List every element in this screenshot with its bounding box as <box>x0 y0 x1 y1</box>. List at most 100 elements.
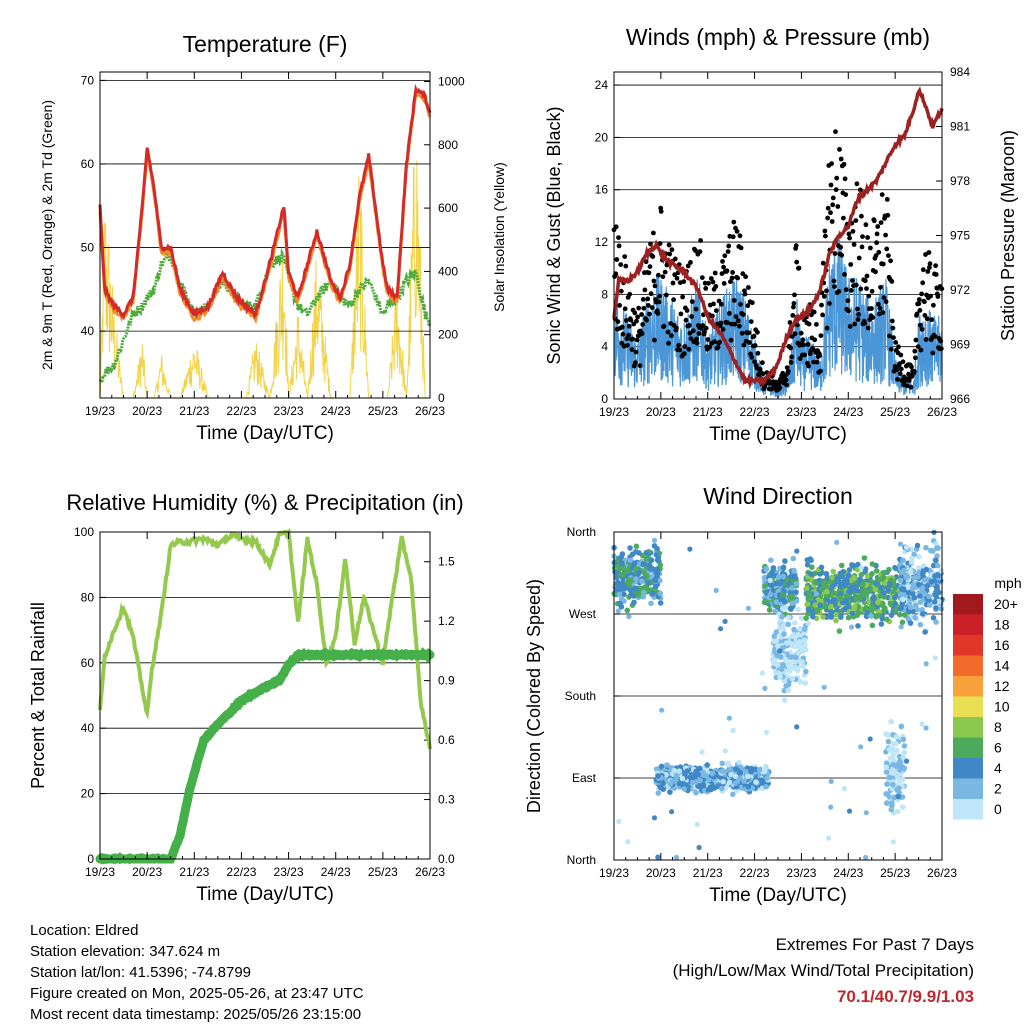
direction-point <box>762 583 769 589</box>
gust-point <box>620 324 625 330</box>
direction-point <box>851 574 857 581</box>
gust-point <box>917 308 923 313</box>
direction-point <box>812 570 818 576</box>
direction-point <box>899 586 905 592</box>
gust-point <box>785 368 791 374</box>
direction-point <box>906 589 912 596</box>
direction-point <box>792 664 798 671</box>
gust-point <box>729 275 735 281</box>
direction-point <box>627 587 633 593</box>
direction-point <box>697 777 703 784</box>
direction-point <box>863 810 869 816</box>
gust-point <box>618 288 624 294</box>
legend-swatch <box>953 799 983 820</box>
humidity-x-tick-label: 21/23 <box>179 865 209 879</box>
direction-point <box>681 786 688 792</box>
direction-point <box>684 768 690 774</box>
gust-point <box>788 345 793 351</box>
direction-point <box>885 587 892 594</box>
gust-point <box>725 249 731 255</box>
direction-point <box>873 568 880 574</box>
direction-point <box>828 804 834 810</box>
direction-y-tick-label: East <box>572 771 597 785</box>
gust-point <box>824 288 829 294</box>
gust-point <box>735 275 741 281</box>
direction-x-tick-label: 22/23 <box>740 866 770 880</box>
direction-point <box>782 598 788 605</box>
direction-point <box>849 624 855 630</box>
humidity-x-tick-label: 20/23 <box>132 865 162 879</box>
humidity-x-tick-label: 22/23 <box>226 865 256 879</box>
direction-point <box>676 780 683 787</box>
direction-point <box>890 767 897 773</box>
direction-point <box>693 789 699 796</box>
direction-point <box>887 794 893 800</box>
gust-point <box>919 326 925 332</box>
direction-point <box>737 770 744 777</box>
direction-point <box>826 835 832 841</box>
gust-point <box>755 350 761 356</box>
gust-point <box>685 263 691 269</box>
gust-point <box>665 329 671 335</box>
gust-point <box>864 286 869 291</box>
direction-point <box>780 622 786 629</box>
direction-point <box>803 585 810 592</box>
direction-point <box>829 574 835 581</box>
direction-point <box>810 613 816 620</box>
info-latlon: Station lat/lon: 41.5396; -74.8799 <box>30 964 252 981</box>
gust-point <box>859 213 864 219</box>
gust-point <box>726 311 732 316</box>
direction-point <box>657 600 664 606</box>
gust-point <box>883 232 888 238</box>
direction-point <box>797 679 804 685</box>
gust-point <box>648 291 654 297</box>
direction-point <box>841 579 848 585</box>
gust-point <box>798 330 804 336</box>
direction-point <box>730 791 736 798</box>
gust-point <box>846 231 852 237</box>
direction-point <box>895 808 901 815</box>
direction-y-tick-label: North <box>567 853 596 867</box>
direction-point <box>738 764 744 770</box>
gust-point <box>855 317 861 322</box>
gust-point <box>752 359 757 365</box>
direction-point <box>837 591 844 597</box>
direction-point <box>789 633 796 639</box>
direction-point <box>869 561 876 567</box>
direction-point <box>884 781 890 787</box>
direction-point <box>745 605 752 611</box>
direction-point <box>648 557 655 563</box>
direction-point <box>638 585 644 592</box>
gust-point <box>784 365 790 370</box>
direction-point <box>799 648 806 655</box>
direction-point <box>779 613 785 620</box>
direction-point <box>890 839 897 845</box>
direction-point <box>907 620 914 626</box>
direction-point <box>693 768 699 775</box>
gust-point <box>925 269 931 274</box>
gust-point <box>784 382 789 388</box>
gust-point <box>626 332 631 338</box>
gust-point <box>681 351 687 356</box>
temperature-y2-tick-label: 600 <box>438 201 458 215</box>
gust-point <box>694 336 700 342</box>
humidity-x-tick-label: 24/23 <box>321 865 351 879</box>
direction-point <box>640 593 647 600</box>
direction-point <box>861 555 868 561</box>
gust-point <box>827 301 832 306</box>
temperature-ylabel-right: Solar Insolation (Yellow) <box>491 162 507 312</box>
gust-point <box>639 312 644 317</box>
direction-point <box>651 815 658 821</box>
gust-point <box>893 340 899 345</box>
humidity-y2-tick-label: 0.6 <box>438 733 455 747</box>
direction-point <box>812 602 819 608</box>
gust-point <box>640 297 646 302</box>
direction-point <box>899 804 906 810</box>
temperature-y2-tick-label: 400 <box>438 264 458 278</box>
legend-label: 18 <box>994 617 1010 633</box>
direction-point <box>841 786 848 792</box>
direction-point <box>845 572 852 578</box>
gust-point <box>833 129 838 135</box>
gust-point <box>865 325 871 331</box>
direction-point <box>900 736 907 743</box>
